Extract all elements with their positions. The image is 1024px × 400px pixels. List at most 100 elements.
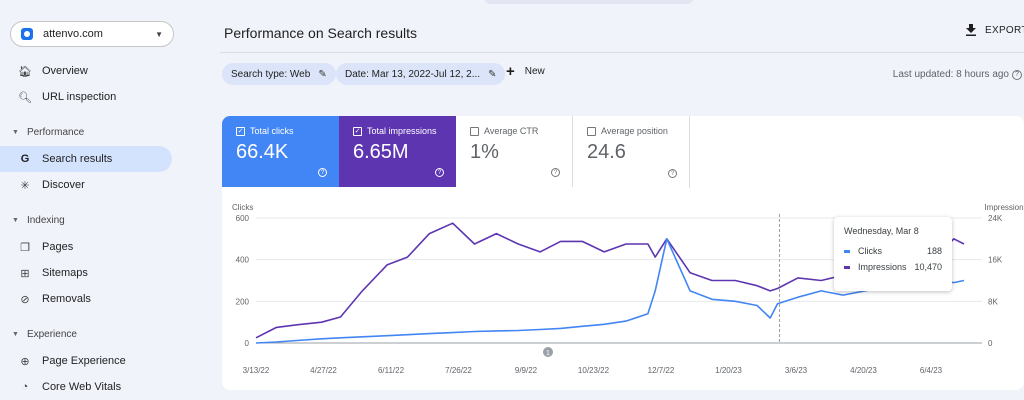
x-tick-label: 4/27/22 xyxy=(310,366,337,375)
sidebar-item-pages[interactable]: ❐ Pages xyxy=(0,234,172,260)
x-tick-label: 6/11/22 xyxy=(378,366,405,375)
page-title: Performance on Search results xyxy=(224,25,417,41)
x-tick-label: 3/13/22 xyxy=(243,366,270,375)
asterisk-icon: ✳ xyxy=(20,179,30,192)
tooltip-row-clicks: Clicks 188 xyxy=(844,246,942,256)
annotation-marker-label: 1 xyxy=(546,350,550,357)
section-label: Indexing xyxy=(26,215,65,226)
help-icon[interactable]: ? xyxy=(435,168,444,177)
section-experience[interactable]: ▼ Experience xyxy=(12,329,77,340)
metric-total-impressions[interactable]: ✓ Total impressions 6.65M ? xyxy=(339,116,456,187)
tooltip-value: 188 xyxy=(926,246,942,256)
checkbox-checked-icon[interactable]: ✓ xyxy=(353,126,362,136)
help-icon[interactable]: ? xyxy=(668,169,677,178)
edit-icon: ✎ xyxy=(488,68,497,80)
sidebar-item-discover[interactable]: ✳ Discover xyxy=(0,172,172,198)
download-icon xyxy=(966,24,976,36)
property-name: attenvo.com xyxy=(43,28,103,40)
metric-value: 1% xyxy=(470,141,499,163)
x-tick-label: 1/20/23 xyxy=(715,366,742,375)
sidebar-item-label: Overview xyxy=(42,65,88,77)
sidebar-item-label: Removals xyxy=(42,293,91,305)
sitemap-icon: ⊞ xyxy=(20,267,30,280)
checkbox-unchecked-icon[interactable] xyxy=(470,126,479,136)
collapse-icon: ▼ xyxy=(12,331,19,338)
x-tick-label: 4/20/23 xyxy=(850,366,877,375)
x-tick-label: 7/26/22 xyxy=(445,366,472,375)
metric-total-clicks[interactable]: ✓ Total clicks 66.4K ? xyxy=(222,116,339,187)
x-tick-label: 3/6/23 xyxy=(785,366,808,375)
sidebar-item-label: URL inspection xyxy=(42,91,117,103)
left-tick-label: 400 xyxy=(236,256,250,265)
right-tick-label: 0 xyxy=(988,339,993,348)
section-label: Performance xyxy=(26,127,85,138)
filter-chip-date[interactable]: Date: Mar 13, 2022-Jul 12, 2... ✎ xyxy=(336,63,506,85)
series-line-clicks xyxy=(255,238,965,344)
divider xyxy=(220,52,1024,53)
sidebar-item-label: Pages xyxy=(42,241,74,253)
tooltip-value: 10,470 xyxy=(914,262,942,272)
last-updated-text: Last updated: 8 hours ago xyxy=(892,69,1009,80)
new-filter-button[interactable]: + New xyxy=(506,64,545,79)
property-icon xyxy=(21,28,33,40)
help-icon[interactable]: ? xyxy=(551,168,560,177)
dropdown-caret-icon: ▼ xyxy=(155,29,163,39)
sidebar-item-label: Core Web Vitals xyxy=(42,381,122,393)
checkbox-checked-icon[interactable]: ✓ xyxy=(236,126,245,136)
sidebar-item-core-web-vitals[interactable]: ◔ Core Web Vitals xyxy=(0,374,172,400)
export-button[interactable]: EXPORT xyxy=(966,24,1024,36)
left-axis-label: Clicks xyxy=(232,203,253,212)
metric-label: Average CTR xyxy=(484,126,539,136)
section-label: Experience xyxy=(26,329,77,340)
metric-value: 24.6 xyxy=(587,141,626,163)
sidebar-item-search-results[interactable]: G Search results xyxy=(0,146,172,172)
chart-tooltip: Wednesday, Mar 8 Clicks 188 Impressions … xyxy=(834,217,952,291)
left-tick-label: 0 xyxy=(245,339,250,348)
checkbox-unchecked-icon[interactable] xyxy=(587,126,596,136)
sidebar-item-label: Search results xyxy=(42,153,113,165)
metric-average-ctr[interactable]: Average CTR 1% ? xyxy=(456,116,573,187)
left-tick-label: 200 xyxy=(236,297,250,306)
tooltip-row-impressions: Impressions 10,470 xyxy=(844,262,942,272)
sidebar: attenvo.com ▼ 🏠︎ Overview 🔍︎ URL inspect… xyxy=(0,0,184,400)
help-icon[interactable]: ? xyxy=(1012,69,1022,80)
annotation-marker xyxy=(543,347,553,357)
x-tick-label: 10/23/22 xyxy=(578,366,610,375)
metric-value: 66.4K xyxy=(236,141,289,163)
filter-chip-label: Date: Mar 13, 2022-Jul 12, 2... xyxy=(345,68,481,80)
home-icon: 🏠︎ xyxy=(18,65,32,78)
google-g-icon: G xyxy=(20,153,30,165)
filter-chip-label: Search type: Web xyxy=(231,68,311,80)
section-performance[interactable]: ▼ Performance xyxy=(12,127,84,138)
metric-value: 6.65M xyxy=(353,141,409,163)
property-selector[interactable]: attenvo.com ▼ xyxy=(10,21,174,47)
x-tick-label: 9/9/22 xyxy=(515,366,538,375)
top-search-bar[interactable] xyxy=(484,0,694,4)
gauge-icon: ◔ xyxy=(21,381,29,393)
collapse-icon: ▼ xyxy=(12,129,19,136)
sidebar-item-sitemaps[interactable]: ⊞ Sitemaps xyxy=(0,260,172,286)
filter-chip-search-type[interactable]: Search type: Web ✎ xyxy=(222,63,336,85)
sidebar-item-removals[interactable]: ⊘ Removals xyxy=(0,286,172,312)
sidebar-item-page-experience[interactable]: ⊕ Page Experience xyxy=(0,348,172,374)
last-updated: Last updated: 8 hours ago ? xyxy=(893,69,1022,80)
performance-card: Clicks Impressions 600 400 200 0 24K 16K 8K 0 3/13… xyxy=(222,116,1024,390)
performance-chart: Clicks Impressions 600 400 200 0 24K 16K 8K 0 3/13… xyxy=(232,203,1024,375)
main-content: Performance on Search results EXPORT Sea… xyxy=(184,0,1024,400)
right-tick-label: 16K xyxy=(988,256,1003,265)
tooltip-label: Impressions xyxy=(858,262,907,272)
search-icon: 🔍︎ xyxy=(18,91,32,104)
legend-swatch xyxy=(844,249,850,253)
sidebar-item-url-inspection[interactable]: 🔍︎ URL inspection xyxy=(0,84,172,110)
metric-average-position[interactable]: Average position 24.6 ? xyxy=(573,116,690,188)
sidebar-item-label: Page Experience xyxy=(42,355,126,367)
section-indexing[interactable]: ▼ Indexing xyxy=(12,215,65,226)
sidebar-item-label: Discover xyxy=(42,179,85,191)
sidebar-item-overview[interactable]: 🏠︎ Overview xyxy=(0,58,172,84)
x-tick-label: 12/7/22 xyxy=(648,366,675,375)
tooltip-date: Wednesday, Mar 8 xyxy=(844,226,919,236)
left-tick-label: 600 xyxy=(236,214,250,223)
right-tick-label: 24K xyxy=(988,214,1003,223)
help-icon[interactable]: ? xyxy=(318,168,327,177)
plus-circle-icon: ⊕ xyxy=(20,355,30,368)
